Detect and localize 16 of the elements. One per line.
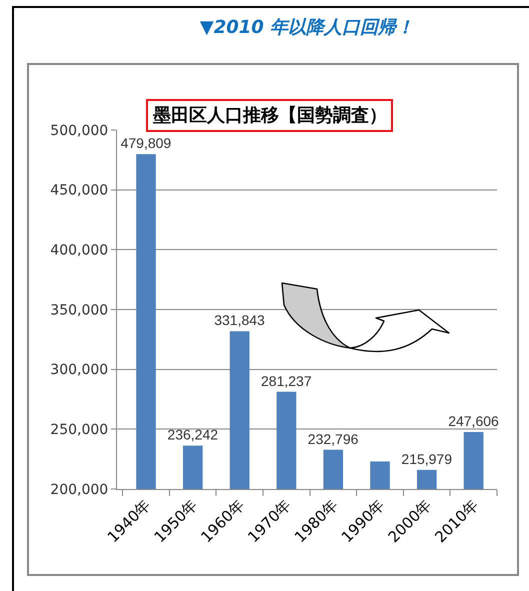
y-tick-label: 500,000 — [50, 122, 108, 139]
data-label: 281,237 — [261, 372, 312, 389]
y-tick-label: 450,000 — [50, 182, 108, 199]
y-tick-label: 300,000 — [50, 362, 108, 378]
data-label: 247,606 — [448, 413, 500, 430]
data-label: 236,242 — [167, 426, 218, 443]
data-label: 215,979 — [401, 450, 452, 467]
y-tick-label: 350,000 — [50, 302, 108, 318]
data-label: 331,843 — [214, 312, 266, 328]
y-tick-label: 400,000 — [50, 242, 108, 259]
data-label: 479,809 — [120, 135, 172, 152]
chart-title: ▼2010 年以降人口回帰！ — [200, 16, 414, 38]
chart-subtitle: 墨田区人口推移【国勢調査） — [152, 105, 387, 126]
data-label: 232,796 — [308, 430, 359, 447]
y-tick-label: 250,000 — [50, 422, 108, 438]
y-tick-label: 200,000 — [50, 482, 108, 498]
